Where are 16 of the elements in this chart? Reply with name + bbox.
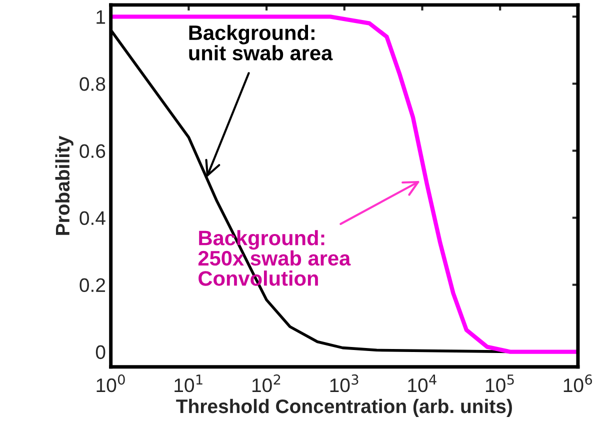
y-tick-label: 0 [96,345,106,360]
y-tick-label: 0.8 [80,77,106,91]
y-tick-label: 0.2 [80,278,106,292]
y-tick-label: 1 [96,10,106,24]
y-axis-title: Probability [55,136,74,235]
x-tick-label: 10$^{0}$ [96,374,125,392]
annotation: Background: unit swab area [189,24,333,60]
x-axis-title: Threshold Concentration (arb. units) [176,398,512,418]
x-tick-label: 10$^{5}$ [486,374,514,392]
y-tick-label: 0.6 [80,144,106,158]
x-tick-label: 10$^{4}$ [408,374,436,392]
x-tick-label: 10$^{1}$ [174,374,202,392]
y-tick-label: 0.4 [80,211,106,225]
x-tick-label: 10$^{6}$ [564,374,592,392]
x-tick-label: 10$^{2}$ [252,374,280,392]
x-tick-label: 10$^{3}$ [330,374,358,392]
